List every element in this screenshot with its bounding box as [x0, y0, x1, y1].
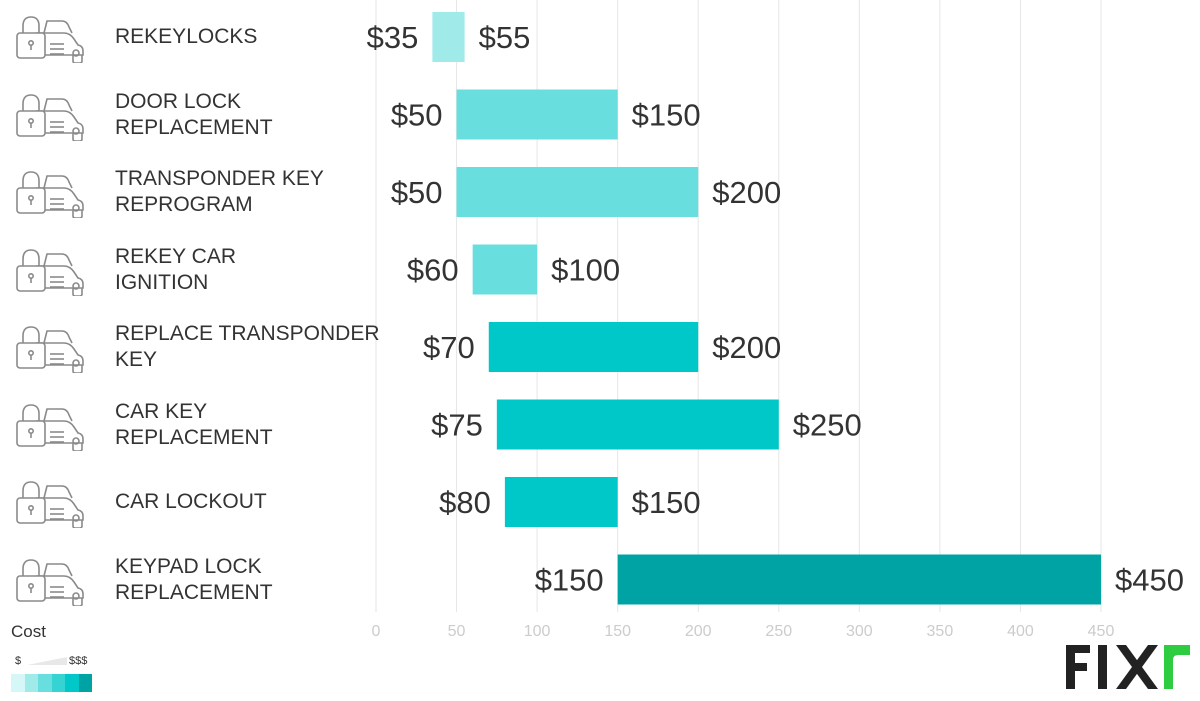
- low-value-label: $80: [439, 485, 491, 520]
- legend-swatch: [51, 674, 65, 692]
- service-label-line: REPLACEMENT: [115, 115, 273, 139]
- service-label-line: IGNITION: [115, 270, 209, 294]
- legend-ramp: [27, 657, 67, 665]
- legend-swatch: [11, 674, 25, 692]
- padlock-car-icon: [14, 13, 86, 64]
- high-value-label: $150: [632, 98, 701, 133]
- x-tick-label: 100: [524, 623, 551, 640]
- legend-swatch: [24, 674, 38, 692]
- range-bar: [456, 89, 618, 140]
- low-value-label: $50: [391, 98, 443, 133]
- range-bar: [496, 399, 779, 450]
- x-tick-label: 300: [846, 623, 873, 640]
- service-label: CAR LOCKOUT: [115, 489, 385, 515]
- legend-swatches: [11, 674, 92, 692]
- service-label-line: KEYPAD LOCK: [115, 554, 262, 578]
- x-tick-label: 250: [765, 623, 792, 640]
- legend-high-label: $$$: [69, 655, 88, 667]
- low-value-label: $75: [431, 408, 483, 443]
- high-value-label: $450: [1115, 563, 1184, 598]
- x-tick-label: 150: [604, 623, 631, 640]
- padlock-car-icon: [14, 91, 86, 142]
- service-label: TRANSPONDER KEY REPROGRAM: [115, 166, 385, 218]
- range-bar: [456, 167, 699, 217]
- x-tick-label: 450: [1088, 623, 1115, 640]
- legend-swatch: [38, 674, 52, 692]
- padlock-car-icon: [14, 168, 86, 219]
- legend-swatch: [65, 674, 79, 692]
- service-label: DOOR LOCK REPLACEMENT: [115, 89, 385, 141]
- x-tick-label: 50: [448, 623, 466, 640]
- service-label-line: KEY: [115, 348, 158, 371]
- service-label-line: REPLACEMENT: [115, 425, 273, 449]
- high-value-label: $250: [793, 408, 862, 443]
- range-bars: [432, 12, 1101, 605]
- x-tick-label: 350: [927, 623, 954, 640]
- service-label-line: DOOR LOCK: [115, 89, 242, 113]
- padlock-car-icon: [14, 323, 86, 374]
- service-label-line: TRANSPONDER KEY: [115, 167, 324, 190]
- fixr-logo: [1066, 645, 1190, 689]
- padlock-car-icon: [14, 478, 86, 529]
- service-label: CAR KEY REPLACEMENT: [115, 399, 385, 451]
- legend-title: Cost: [11, 622, 46, 641]
- service-label: REKEYLOCKS: [115, 24, 385, 50]
- padlock-car-icon: [14, 556, 86, 607]
- service-label: REKEY CAR IGNITION: [115, 244, 385, 296]
- range-bar: [488, 322, 699, 372]
- service-label-line: CAR KEY: [115, 399, 208, 423]
- padlock-car-icon: [14, 401, 86, 452]
- x-axis-ticks: 0 50 100 150 200 250 300 350 400 450: [372, 623, 1115, 640]
- high-value-label: $55: [479, 20, 531, 55]
- service-label: REPLACE TRANSPONDER KEY: [115, 321, 385, 373]
- x-tick-label: 400: [1007, 623, 1034, 640]
- range-bar: [617, 554, 1101, 605]
- service-label-line: CAR LOCKOUT: [115, 490, 267, 513]
- high-value-label: $200: [712, 330, 781, 365]
- high-value-label: $200: [712, 175, 781, 210]
- low-value-label: $70: [423, 330, 475, 365]
- range-bar: [504, 477, 618, 527]
- service-label-line: REPROGRAM: [115, 193, 253, 216]
- value-labels: $35 $55 $50 $150 $50 $200 $60 $100 $70 $200 $75 $25…: [367, 20, 1184, 598]
- legend-swatch: [78, 674, 92, 692]
- service-label-line: REKEY CAR: [115, 244, 236, 268]
- range-bar: [432, 12, 465, 62]
- low-value-label: $35: [367, 20, 419, 55]
- x-tick-label: 0: [372, 623, 381, 640]
- legend-low-label: $: [15, 655, 22, 667]
- low-value-label: $60: [407, 253, 459, 288]
- high-value-label: $100: [551, 253, 620, 288]
- range-bar: [472, 244, 538, 295]
- service-label-line: REPLACE TRANSPONDER: [115, 322, 380, 345]
- service-label-line: REPLACEMENT: [115, 580, 273, 604]
- low-value-label: $50: [391, 175, 443, 210]
- service-label: KEYPAD LOCK REPLACEMENT: [115, 554, 385, 606]
- service-label-line: REKEYLOCKS: [115, 25, 258, 48]
- low-value-label: $150: [535, 563, 604, 598]
- x-tick-label: 200: [685, 623, 712, 640]
- high-value-label: $150: [632, 485, 701, 520]
- padlock-car-icon: [14, 246, 86, 297]
